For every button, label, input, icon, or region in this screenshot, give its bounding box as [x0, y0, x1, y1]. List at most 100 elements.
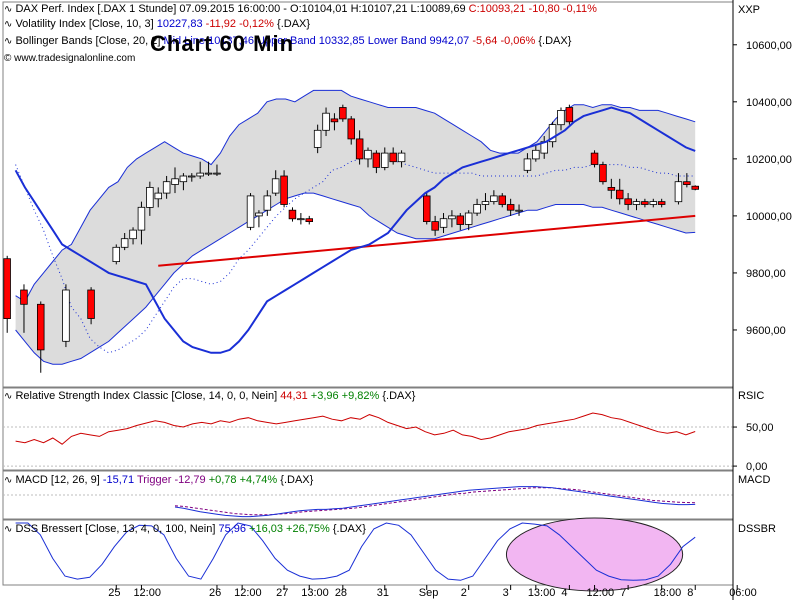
volatility-index-line: [14, 106, 696, 354]
candle-body: [204, 172, 213, 175]
candle-body: [112, 246, 121, 263]
candlestick: [590, 150, 599, 168]
rsi-header-name: Relative Strength Index Classic [Close, …: [15, 390, 278, 402]
candle-body: [263, 195, 272, 211]
dss-header-tail: {.DAX}: [332, 523, 366, 535]
time-tick-label: 25: [108, 587, 120, 599]
candlestick: [422, 193, 431, 225]
candle-body: [532, 149, 540, 160]
price-tick-label: 10000,00: [746, 211, 792, 223]
candlestick: [532, 144, 540, 162]
candle-body: [565, 107, 574, 123]
rsi-header-tail: {.DAX}: [382, 390, 416, 402]
time-tick-label: 4: [561, 587, 567, 599]
indicator-line-icon: ∿: [4, 4, 13, 15]
candle-body: [657, 201, 666, 205]
candlestick: [649, 198, 658, 208]
candle-body: [20, 289, 28, 305]
candlestick: [674, 173, 683, 205]
candlestick: [473, 198, 481, 216]
candle-body: [120, 238, 129, 248]
candle-body: [146, 186, 154, 208]
candlestick: [280, 170, 288, 208]
boll-header-upper: Upper Band 10332,85: [257, 35, 365, 47]
candlestick: [498, 193, 506, 208]
candle-body: [448, 215, 456, 220]
price-tick-label: 10400,00: [746, 97, 792, 109]
time-tick-label: 3: [503, 587, 509, 599]
candle-body: [339, 107, 347, 120]
candlestick: [313, 124, 322, 154]
candle-body: [515, 209, 523, 212]
candle-body: [255, 212, 263, 217]
candlestick: [506, 198, 515, 216]
candlestick: [62, 284, 70, 348]
rsi-tick-label: 0,00: [746, 461, 767, 473]
candlestick: [179, 173, 188, 191]
vix-header-change: -11,92 -0,12%: [205, 18, 274, 30]
vix-header: ∿ Volatility Index [Close, 10, 3] 10227,…: [4, 18, 310, 31]
candlestick: [171, 167, 179, 194]
candle-body: [297, 218, 305, 221]
dss-header: ∿ DSS Bressert [Close, 13, 4, 0, 100, Ne…: [4, 523, 366, 536]
candlestick: [599, 161, 607, 185]
lower-band-line: [15, 192, 696, 365]
time-tick-label: 12:00: [133, 587, 161, 599]
candlestick: [464, 210, 473, 231]
price-tick-label: 10200,00: [746, 154, 792, 166]
rsi-line: [15, 412, 696, 445]
macd-header-tail: {.DAX}: [280, 474, 314, 486]
price-tick-label: 9600,00: [746, 325, 786, 337]
candle-body: [599, 164, 607, 183]
vix-header-tail: {.DAX}: [277, 18, 311, 30]
candle-body: [590, 152, 599, 165]
candle-body: [355, 138, 364, 160]
candle-body: [347, 118, 355, 140]
candlestick: [120, 233, 129, 251]
candlestick: [624, 193, 632, 211]
candlestick: [448, 210, 456, 228]
boll-header: ∿ Bollinger Bands [Close, 20, 2] Mid Lin…: [4, 35, 571, 48]
macd-header: ∿ MACD [12, 26, 9] -15,71 Trigger -12,79…: [4, 474, 313, 487]
candlestick: [263, 190, 272, 216]
candle-body: [179, 175, 188, 183]
main-header-name: DAX Perf. Index [.DAX 1 Stunde] 07.09.20…: [15, 3, 466, 15]
vix-header-value: 10227,83: [156, 18, 203, 30]
candle-body: [456, 215, 464, 225]
candlestick: [523, 153, 532, 174]
candle-body: [87, 289, 95, 319]
candle-body: [397, 152, 406, 163]
main-header: ∿ DAX Perf. Index [.DAX 1 Stunde] 07.09.…: [4, 3, 597, 16]
dss-highlight-ellipse: [505, 517, 684, 592]
candlestick: [691, 185, 700, 191]
price-tick-label: 10600,00: [746, 40, 792, 52]
candle-body: [3, 258, 11, 320]
candlestick: [616, 178, 624, 205]
dss-header-value: 75,96: [218, 523, 246, 535]
time-tick-label: 18:00: [654, 587, 682, 599]
boll-header-tail: {.DAX}: [538, 35, 572, 47]
macd-panel-name: MACD: [738, 474, 771, 486]
candle-body: [62, 289, 70, 342]
time-tick-label: 8: [687, 587, 693, 599]
boll-header-name: Bollinger Bands [Close, 20, 2]: [15, 35, 161, 47]
candlestick: [305, 215, 313, 225]
time-tick-label: 12:00: [587, 587, 615, 599]
macd-header-trigger: Trigger -12,79: [136, 474, 206, 486]
candle-body: [330, 118, 339, 123]
main-panel-name: XXP: [738, 4, 761, 16]
candlestick: [322, 107, 330, 137]
candle-body: [171, 178, 179, 185]
candlestick: [129, 227, 137, 245]
candlestick: [3, 255, 11, 333]
dss-header-change: +16,03 +26,75%: [249, 523, 330, 535]
candlestick: [632, 198, 641, 211]
dss-line: [15, 522, 696, 581]
candlestick: [557, 107, 565, 131]
time-tick-label: 13:00: [528, 587, 556, 599]
candle-body: [305, 218, 313, 222]
time-tick-label: 7: [620, 587, 626, 599]
candle-body: [213, 172, 221, 175]
candlestick: [439, 213, 448, 233]
boll-header-mid: Mid Line 10137,46: [163, 35, 254, 47]
